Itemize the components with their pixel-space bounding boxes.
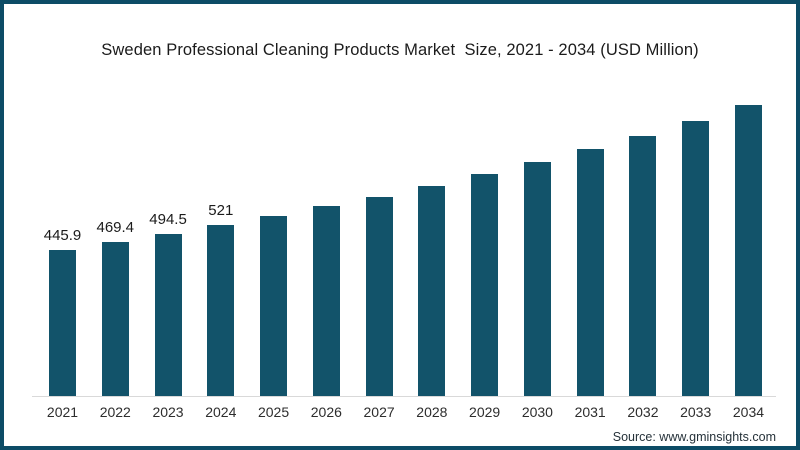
bar-chart: 445.9 469.4 494.5 521 (44, 68, 762, 396)
bar-column-2033 (682, 68, 710, 396)
bar-column-2027 (365, 68, 393, 396)
x-tick-2021: 2021 (46, 404, 79, 420)
bar-column-2021: 445.9 (44, 68, 81, 396)
bar-value-label-2023: 494.5 (149, 211, 187, 228)
bar-2021 (49, 250, 76, 396)
x-axis-line (32, 396, 776, 397)
bar-column-2034 (734, 68, 762, 396)
bar-column-2024: 521 (207, 68, 235, 396)
bar-column-2022: 469.4 (96, 68, 134, 396)
x-tick-2022: 2022 (99, 404, 131, 420)
bar-2033 (682, 121, 710, 396)
x-tick-2031: 2031 (574, 404, 606, 420)
bar-column-2028 (418, 68, 446, 396)
bar-2030 (523, 162, 551, 396)
bar-2025 (260, 216, 288, 396)
x-tick-2024: 2024 (205, 404, 237, 420)
bar-column-2030 (523, 68, 551, 396)
x-tick-2029: 2029 (469, 404, 501, 420)
bar-column-2025 (260, 68, 288, 396)
x-tick-2026: 2026 (310, 404, 342, 420)
x-axis-ticks: 2021 2022 2023 2024 2025 2026 2027 2028 2029 2030… (46, 404, 765, 420)
x-tick-2025: 2025 (257, 404, 290, 420)
bar-value-label-2024: 521 (208, 202, 234, 219)
bar-column-2029 (471, 68, 499, 396)
bar-2032 (629, 136, 657, 396)
bar-2034 (734, 105, 762, 396)
bar-column-2032 (629, 68, 657, 396)
x-tick-2030: 2030 (521, 404, 553, 420)
bar-column-2031 (576, 68, 604, 396)
bar-2023 (154, 234, 182, 396)
x-tick-2032: 2032 (627, 404, 659, 420)
bar-2027 (365, 197, 393, 396)
x-tick-2034: 2034 (732, 404, 765, 420)
bar-column-2023: 494.5 (149, 68, 187, 396)
source-note: Source: www.gminsights.com (612, 430, 776, 444)
bar-2028 (418, 186, 446, 396)
bar-value-label-2022: 469.4 (96, 219, 135, 236)
bar-2026 (312, 206, 340, 396)
chart-title: Sweden Professional Cleaning Products Ma… (101, 41, 699, 59)
bar-column-2026 (312, 68, 340, 396)
bar-2029 (471, 174, 499, 396)
bar-2024 (207, 225, 235, 396)
bar-value-label-2021: 445.9 (43, 227, 82, 244)
bar-2022 (101, 242, 129, 396)
x-tick-2023: 2023 (152, 404, 184, 420)
bar-2031 (576, 149, 604, 396)
x-tick-2028: 2028 (416, 404, 448, 420)
x-tick-2027: 2027 (363, 404, 395, 420)
x-tick-2033: 2033 (680, 404, 712, 420)
